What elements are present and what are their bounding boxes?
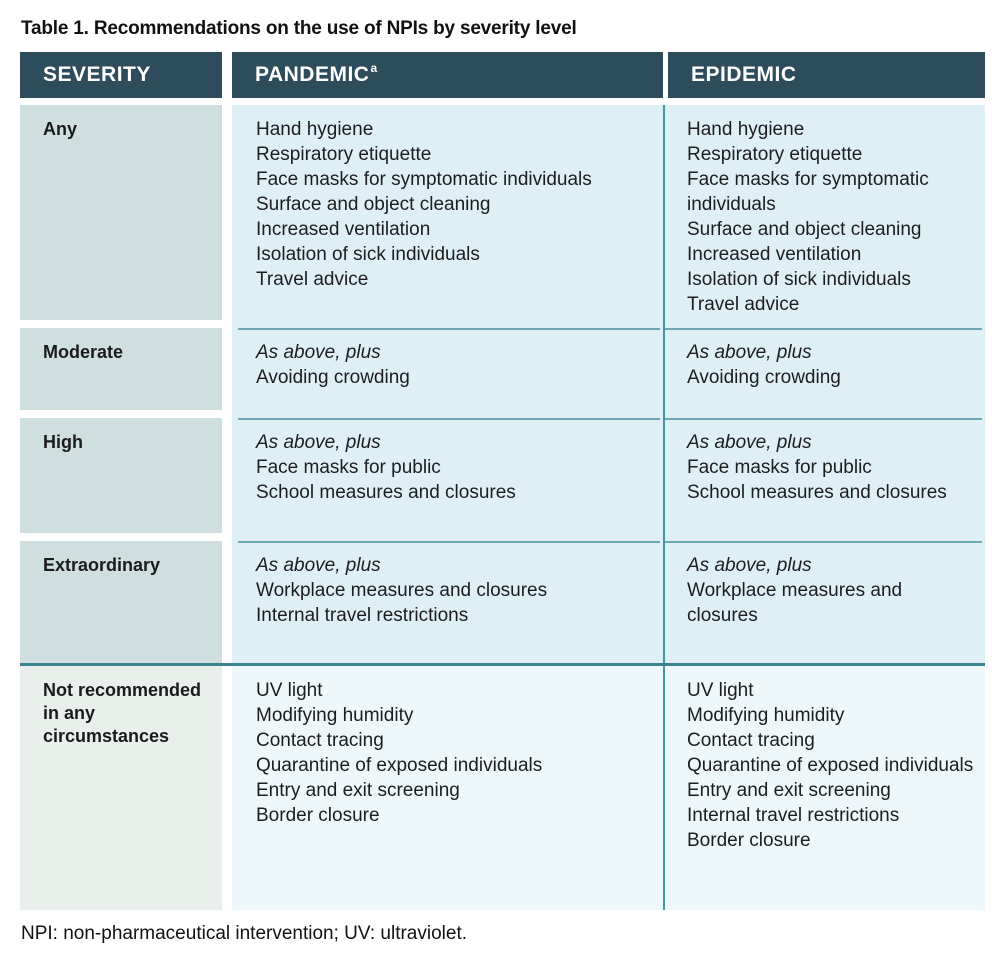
table-title: Table 1. Recommendations on the use of N… [21, 18, 577, 39]
measure-list: Workplace measures and closures [687, 580, 903, 626]
column-header-severity: SEVERITY [20, 52, 222, 98]
epidemic-cell-extraordinary: As above, plus Workplace measures and cl… [663, 541, 985, 663]
epidemic-cell-high: As above, plus Face masks for public Sch… [663, 418, 985, 541]
as-above-note: As above, plus [256, 342, 381, 363]
pandemic-cell-high: As above, plus Face masks for public Sch… [232, 418, 663, 541]
measure-list: UV light Modifying humidity Contact trac… [256, 680, 543, 826]
as-above-note: As above, plus [256, 432, 381, 453]
section-divider [20, 663, 985, 666]
measure-list: Avoiding crowding [256, 367, 410, 388]
severity-cell-extraordinary: Extraordinary [20, 541, 222, 663]
severity-cell-not-recommended: Not recommended in any circumstances [20, 666, 222, 910]
as-above-note: As above, plus [687, 342, 812, 363]
measure-list: Face masks for public School measures an… [687, 457, 947, 503]
measure-list: Face masks for public School measures an… [256, 457, 516, 503]
table-footnote: NPI: non-pharmaceutical intervention; UV… [21, 923, 468, 944]
measure-list: Avoiding crowding [687, 367, 841, 388]
epidemic-cell-any: Hand hygiene Respiratory etiquette Face … [663, 105, 985, 328]
pandemic-cell-extraordinary: As above, plus Workplace measures and cl… [232, 541, 663, 663]
pandemic-cell-not-recommended: UV light Modifying humidity Contact trac… [232, 666, 663, 910]
pandemic-cell-any: Hand hygiene Respiratory etiquette Face … [232, 105, 663, 328]
severity-cell-any: Any [20, 105, 222, 328]
header-spacer [20, 98, 985, 105]
severity-cell-moderate: Moderate [20, 328, 222, 418]
measure-list: Hand hygiene Respiratory etiquette Face … [256, 119, 592, 290]
pandemic-cell-moderate: As above, plus Avoiding crowding [232, 328, 663, 418]
severity-cell-high: High [20, 418, 222, 541]
measure-list: UV light Modifying humidity Contact trac… [687, 680, 974, 851]
column-header-pandemic: PANDEMIC a [232, 52, 663, 98]
npi-recommendations-table: SEVERITY PANDEMIC a EPIDEMIC Any Hand hyg… [20, 52, 985, 910]
as-above-note: As above, plus [687, 432, 812, 453]
epidemic-cell-moderate: As above, plus Avoiding crowding [663, 328, 985, 418]
as-above-note: As above, plus [687, 555, 812, 576]
measure-list: Hand hygiene Respiratory etiquette Face … [687, 119, 929, 315]
footnote-marker: a [370, 61, 378, 75]
measure-list: Workplace measures and closures Internal… [256, 580, 548, 626]
column-header-epidemic: EPIDEMIC [663, 52, 985, 98]
as-above-note: As above, plus [256, 555, 381, 576]
epidemic-cell-not-recommended: UV light Modifying humidity Contact trac… [663, 666, 985, 910]
column-header-pandemic-label: PANDEMIC [255, 63, 370, 86]
